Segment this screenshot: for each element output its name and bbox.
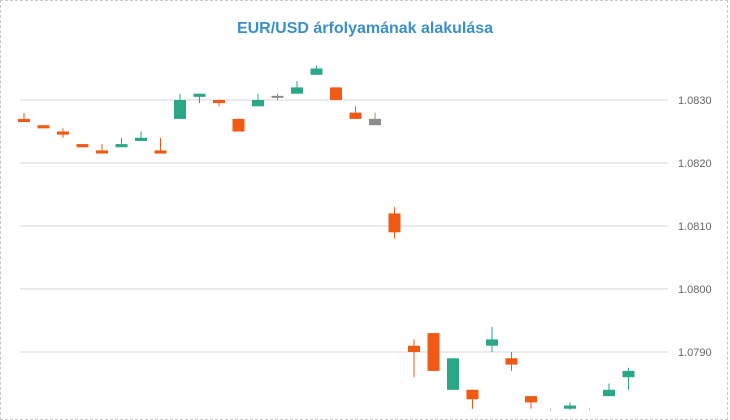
candle-body — [388, 213, 401, 233]
candle — [349, 106, 362, 119]
candle-body — [232, 118, 245, 132]
candle — [232, 118, 245, 132]
candle-body — [193, 93, 206, 97]
candle — [310, 65, 323, 75]
candle-body — [427, 333, 440, 371]
candle — [603, 383, 615, 397]
candle-body — [252, 100, 264, 107]
candle — [57, 128, 69, 138]
candle — [291, 81, 303, 94]
candle-body — [96, 150, 108, 154]
candle-body — [154, 150, 167, 154]
candle — [466, 389, 479, 409]
candle — [37, 125, 50, 129]
candle-body — [37, 125, 50, 129]
candle — [96, 144, 108, 154]
candle-body — [213, 100, 225, 104]
candle-body — [271, 95, 284, 98]
candle-body — [466, 389, 479, 400]
candle — [388, 207, 401, 239]
y-tick-label: 1.0790 — [678, 347, 712, 359]
candle — [135, 131, 147, 141]
y-tick-label: 1.0810 — [678, 221, 712, 233]
candle-body — [115, 144, 128, 148]
candle — [622, 367, 635, 390]
candle-body — [505, 358, 518, 365]
candle-body — [525, 396, 537, 403]
candle-body — [408, 345, 420, 352]
candle-body — [57, 131, 69, 135]
candle-body — [486, 339, 498, 346]
candle — [174, 93, 186, 119]
candle — [115, 137, 128, 148]
candle-body — [330, 87, 342, 100]
candle — [213, 100, 225, 107]
candle — [252, 93, 264, 107]
candle — [154, 137, 167, 154]
candle — [427, 333, 440, 371]
candle — [408, 339, 420, 378]
candle-body — [291, 87, 303, 94]
candle — [564, 402, 576, 410]
chart-title: EUR/USD árfolyamának alakulása — [236, 20, 494, 37]
y-tick-label: 1.0800 — [678, 284, 712, 296]
y-tick-label: 1.0820 — [678, 158, 712, 170]
candlestick-chart: 1.0790 1.0800 1.0810 1.0820 1.0830 — [18, 65, 712, 410]
candle — [18, 112, 30, 123]
candle — [330, 87, 342, 100]
candle — [193, 93, 206, 104]
candle — [447, 358, 459, 390]
y-tick-label: 1.0830 — [678, 95, 712, 107]
candle — [271, 93, 284, 100]
candle-body — [76, 144, 89, 148]
candle-body — [447, 358, 459, 390]
candle-body — [369, 118, 381, 126]
candle-body — [622, 370, 635, 378]
candle-body — [135, 137, 147, 141]
candle-body — [18, 118, 30, 123]
candle-body — [603, 389, 615, 397]
candles — [18, 65, 635, 410]
candle — [486, 326, 498, 352]
candle — [505, 352, 518, 371]
candle-body — [310, 68, 323, 75]
candle — [369, 112, 381, 126]
y-axis-ticks: 1.0790 1.0800 1.0810 1.0820 1.0830 — [678, 95, 712, 359]
candle-body — [564, 405, 576, 409]
candle — [525, 396, 537, 409]
grid-lines — [20, 99, 668, 353]
candle-body — [174, 100, 186, 119]
candle — [76, 144, 89, 148]
candle-body — [349, 112, 362, 119]
